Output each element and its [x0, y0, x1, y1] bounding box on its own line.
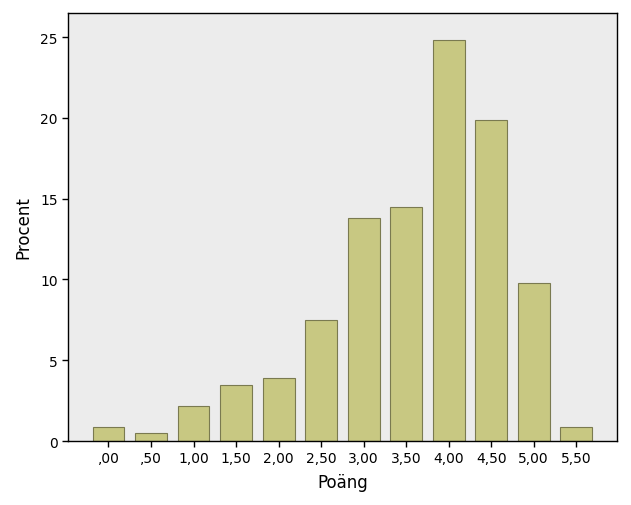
- Bar: [475, 120, 507, 441]
- Bar: [262, 378, 295, 441]
- Y-axis label: Procent: Procent: [14, 196, 32, 259]
- Bar: [517, 283, 550, 441]
- Bar: [433, 41, 464, 441]
- Bar: [560, 427, 592, 441]
- Bar: [177, 406, 209, 441]
- X-axis label: Poäng: Poäng: [317, 473, 368, 491]
- Bar: [220, 385, 252, 441]
- Bar: [390, 208, 422, 441]
- Bar: [93, 427, 124, 441]
- Bar: [348, 219, 379, 441]
- Bar: [135, 433, 167, 441]
- Bar: [305, 320, 337, 441]
